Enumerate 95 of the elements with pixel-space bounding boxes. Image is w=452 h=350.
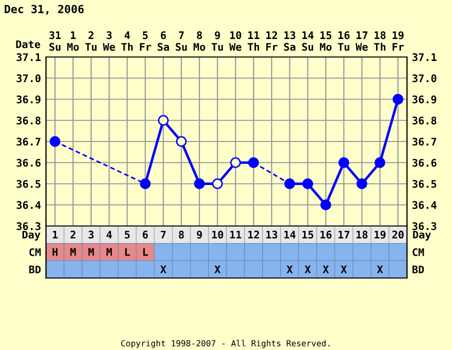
point [338,157,350,168]
point [212,178,223,190]
x-tick-label: 7 Su [176,31,187,51]
text: X [214,265,220,274]
y2-tick-label: 36.4 [412,201,436,209]
text: Copyright 1998-2007 - All Rights Reserved. [121,340,330,348]
x-tick-label: 14 [284,230,296,238]
y-tick-label: 37.1 [16,53,41,62]
x-tick-label: 5 Fr [140,31,152,51]
x-tick-label: 17 We [356,31,368,51]
y2-tick-label: 36.5 [412,180,436,188]
x-tick-label: 16 Tu [338,31,350,51]
point [50,136,60,147]
x-tick-label: 7 [160,230,166,238]
point [302,178,314,190]
y2-tick-label: CM [412,248,424,256]
x-tick-label: 31 Su [49,31,61,51]
text: H [52,248,58,256]
y-tick-label: 36.6 [16,158,41,167]
y2-tick-label: 37.0 [412,74,436,82]
x-tick-label: 13 [266,230,278,239]
y2-tick-label: 36.6 [412,158,436,167]
y-tick-label: 36.5 [16,180,40,188]
x-tick-label: 19 Fr [392,31,404,51]
text: L [143,248,148,256]
x-tick-label: 12 Fr [266,31,278,51]
x-tick-label: 2 Tu [85,31,97,51]
x-axis-title: Date [16,40,40,48]
x-tick-label: 3 We [102,31,116,51]
x-tick-label: 9 Tu [212,31,223,51]
point [158,115,169,126]
y2-tick-label: 36.9 [412,95,436,104]
y-tick-label: CM [29,248,41,256]
x-tick-label: 6 Sa [158,31,169,51]
x-tick-label: 16 [320,230,332,239]
y2-tick-label: 36.7 [412,138,436,146]
x-tick-label: 11 [230,230,242,238]
text: X [376,265,383,274]
x-tick-label: 13 Sa [284,31,296,51]
text: M [106,248,112,256]
x-tick-label: 11 Th [248,31,260,51]
x-tick-label: 8 Mo [194,31,206,51]
y-tick-label: 37.0 [16,74,41,82]
point [194,178,205,190]
y-tick-label: BD [29,266,41,274]
x-tick-label: 18 Th [374,31,386,51]
y-tick-label: 36.4 [16,201,41,209]
point [230,157,241,168]
x-tick-label: 10 [212,230,224,239]
x-tick-label: 19 [374,230,386,239]
x-tick-label: 9 [196,230,202,239]
x-tick-label: 10 We [229,31,242,51]
y2-tick-label: BD [412,266,424,274]
text: M [88,248,94,256]
text: X [160,265,166,274]
y2-tick-label: 37.1 [412,53,436,62]
text: M [70,248,76,256]
y-tick-label: 36.7 [16,138,40,146]
x-tick-label: 6 [142,230,148,239]
x-tick-label: 5 [124,230,130,239]
point [374,157,386,168]
point [176,136,187,147]
x-tick-label: 12 [248,230,259,238]
x-tick-label: 2 [70,230,76,238]
text: Day [413,230,431,241]
point [248,157,259,168]
text: X [286,265,293,274]
x-tick-label: 14 Su [302,31,314,51]
text: X [304,265,311,274]
x-axis-title: Day [22,230,40,241]
chart-title: Dec 31, 2006 [4,4,84,15]
y2-tick-label: 36.8 [412,116,436,124]
x-tick-label: 15 Mo [320,31,332,51]
x-tick-label: 17 [338,230,350,238]
text: X [322,265,329,274]
x-tick-label: 15 [302,230,314,239]
x-tick-label: 20 [392,230,404,239]
x-tick-label: 3 [88,230,94,239]
x-tick-label: 1 Mo [67,31,79,51]
x-tick-label: 4 [106,230,112,238]
y-tick-label: 36.3 [16,222,40,230]
point [356,178,368,190]
point [392,94,404,105]
y2-tick-label: 36.3 [412,222,436,230]
x-tick-label: 1 [52,230,58,238]
point [284,178,296,190]
y-tick-label: 36.8 [16,116,40,124]
x-tick-label: 8 [178,230,184,239]
text: L [125,248,130,256]
x-tick-label: 18 [356,230,368,239]
y-tick-label: 36.9 [16,95,40,104]
point [140,178,151,190]
point [320,200,332,210]
text: X [340,265,347,274]
x-tick-label: 4 Th [121,31,133,51]
